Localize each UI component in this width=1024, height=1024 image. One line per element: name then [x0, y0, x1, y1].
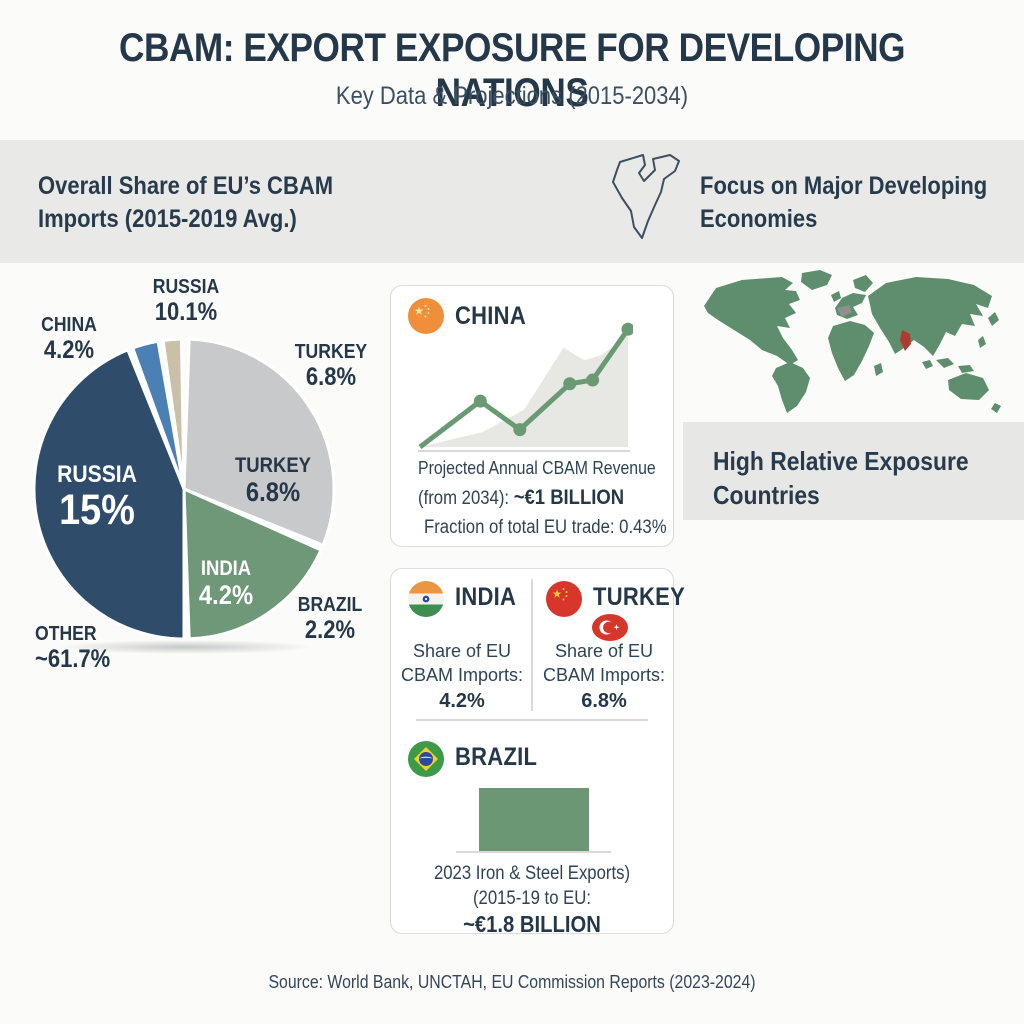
- china-chart-baseline: [418, 450, 630, 452]
- pie-slice-china: [131, 339, 186, 491]
- column-divider: [531, 579, 533, 711]
- pie-slice-russia-small: [161, 337, 186, 491]
- pie-shadow: [58, 640, 313, 654]
- pie-section-title: Overall Share of EU’s CBAM Imports (2015…: [38, 172, 334, 233]
- section-band: Overall Share of EU’s CBAM Imports (2015…: [0, 140, 1024, 263]
- china-card-title: CHINA: [455, 302, 526, 330]
- pie-label-turkey-outer: TURKEY 6.8%: [294, 341, 368, 391]
- new-zealand: [991, 403, 1001, 413]
- india-title: INDIA: [455, 583, 517, 611]
- brazil-caption: 2023 Iron & Steel Exports) (2015-19 to E…: [433, 863, 631, 937]
- turkey-flag-icon: [546, 581, 582, 617]
- north-america: [704, 277, 800, 365]
- madagascar: [874, 363, 883, 376]
- pie-chart: [32, 337, 336, 641]
- row-divider: [416, 719, 648, 721]
- china-stat-line3: Fraction of total EU trade: 0.43%: [424, 517, 667, 538]
- pie-label-brazil-outer: BRAZIL 2.2%: [297, 594, 363, 644]
- trend-line: [418, 327, 631, 449]
- japan: [988, 312, 999, 326]
- pie-label-china-outer: CHINA 4.2%: [41, 314, 97, 364]
- trend-point: [513, 423, 527, 437]
- pie-label-russia-inner: RUSSIA 15%: [57, 461, 137, 534]
- philippines: [978, 336, 986, 348]
- asia: [868, 277, 992, 356]
- pie-slice-turkey: [182, 337, 336, 547]
- indonesia: [936, 358, 954, 368]
- trend-area: [420, 335, 628, 447]
- exposure-box-label: High Relative Exposure Countries: [713, 446, 969, 510]
- china-line-chart: [418, 322, 633, 449]
- exposure-box: High Relative Exposure Countries: [683, 422, 1024, 520]
- brazil-bar: [479, 788, 589, 851]
- gray-country-europe: [837, 305, 852, 317]
- trend-point: [563, 377, 577, 391]
- indonesia-east: [958, 365, 974, 373]
- vietnam-highlight-marker: [900, 330, 911, 351]
- africa: [828, 321, 874, 381]
- turkey-stat: Share of EU CBAM Imports: 6.8%: [542, 641, 666, 712]
- trend-point: [473, 394, 487, 408]
- page-title: CBAM: EXPORT EXPOSURE FOR DEVELOPING NAT…: [118, 26, 906, 115]
- world-map: [704, 270, 1001, 413]
- sumatra: [922, 360, 933, 369]
- page-subtitle: Key Data & Projections (2015-2034): [335, 82, 689, 110]
- pie-slice-russia-other: [32, 348, 186, 641]
- china-stat-line1: Projected Annual CBAM Revenue: [418, 458, 656, 478]
- australia: [948, 373, 989, 400]
- trend-point: [586, 373, 600, 387]
- british-isles: [831, 291, 841, 302]
- pie-label-other-outer: OTHER ~61.7%: [35, 623, 111, 673]
- focus-section-title: Focus on Major Developing Economies: [700, 172, 988, 233]
- country-outline-icon: [612, 154, 680, 239]
- pie-label-india-inner: INDIA 4.2%: [198, 557, 254, 610]
- brazil-bar-baseline: [456, 851, 611, 853]
- india-flag-icon: [408, 581, 444, 617]
- scandinavia: [853, 275, 873, 292]
- china-flag-icon: [408, 298, 444, 334]
- trend-point: [621, 322, 633, 336]
- pie-label-russia-outer: RUSSIA 10.1%: [152, 276, 220, 326]
- source-footer: Source: World Bank, UNCTAH, EU Commissio…: [268, 972, 756, 992]
- pie-label-turkey-inner: TURKEY 6.8%: [235, 454, 311, 507]
- country-detail-card: INDIA TURKEY Share of EU CBAM Imports: 4…: [390, 568, 685, 937]
- india-stat: Share of EU CBAM Imports: 4.2%: [400, 641, 524, 712]
- turkey-title: TURKEY: [593, 583, 686, 611]
- china-stat-line2: (from 2034): ~€1 BILLION: [418, 486, 625, 509]
- turkey-oval-flag-icon: [592, 614, 628, 641]
- brazil-title: BRAZIL: [455, 743, 538, 771]
- brazil-flag-icon: [408, 741, 444, 777]
- china-card: CHINA Projected Annual CBAM Revenue (fro…: [390, 285, 674, 547]
- south-america: [772, 362, 810, 413]
- pie-slice-india: [182, 487, 323, 641]
- greenland: [801, 270, 832, 290]
